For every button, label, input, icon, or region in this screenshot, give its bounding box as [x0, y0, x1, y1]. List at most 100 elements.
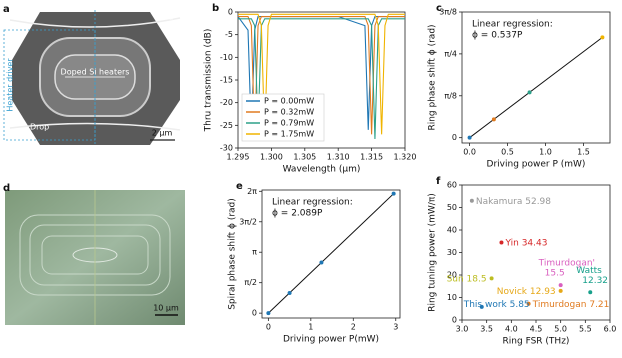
x-tick-label: 0.0: [463, 148, 476, 157]
line-series: [238, 13, 405, 139]
y-tick-label: 0: [228, 8, 233, 17]
annotation: ϕ = 0.537P: [472, 31, 523, 41]
panel-label: f: [436, 176, 441, 187]
y-axis-label: Ring tuning power (mW/π): [428, 193, 438, 312]
y-tick-label: -30: [220, 144, 233, 153]
y-tick-label: -20: [220, 98, 233, 107]
point-label: This work 5.85: [463, 299, 530, 309]
label-value: 52.98: [522, 196, 551, 206]
point-value: 12.32: [582, 276, 608, 286]
panel-label: b: [212, 3, 219, 14]
point: [479, 304, 484, 309]
point: [287, 290, 292, 295]
annotation: Linear regression:: [472, 20, 553, 30]
annotation: Heater driver: [6, 58, 15, 112]
panel-label: a: [3, 4, 10, 15]
label-name: Novick: [497, 286, 528, 296]
y-tick-label: -25: [220, 121, 233, 130]
y-tick-label: -10: [220, 53, 233, 62]
x-tick-label: 4.5: [530, 325, 543, 334]
point-label: Timurdogan 7.21: [532, 299, 610, 309]
y-tick-label: 60: [447, 181, 457, 190]
x-tick-label: 1.315: [360, 153, 383, 162]
panel-label: e: [236, 181, 243, 192]
x-tick-label: 1.305: [293, 153, 316, 162]
point-label: Yin 34.43: [504, 238, 547, 248]
x-tick-label: 3.5: [480, 325, 493, 334]
label-value: 7.21: [586, 299, 609, 309]
x-axis-label: Driving power P(mW): [283, 335, 379, 345]
annotation: ϕ = 2.089P: [272, 209, 323, 219]
point: [319, 260, 324, 265]
x-tick-label: 5.0: [554, 325, 567, 334]
y-tick-label: 3π/2: [239, 217, 257, 226]
x-tick-label: 5.5: [579, 325, 592, 334]
x-tick-label: 1.320: [394, 153, 417, 162]
x-tick-label: 4.0: [505, 325, 518, 334]
x-tick-label: 6.0: [604, 325, 617, 334]
scale-bar-label: 2 μm: [152, 129, 173, 138]
x-tick-label: 3: [393, 323, 398, 332]
point: [588, 290, 593, 295]
x-tick-label: 1.0: [539, 148, 552, 157]
point-label: Watts: [576, 266, 602, 276]
x-tick-label: 1.300: [260, 153, 283, 162]
x-tick-label: 1.295: [227, 153, 250, 162]
point: [558, 288, 563, 293]
line-series: [238, 18, 405, 139]
label-value: 18.5: [464, 274, 487, 284]
y-tick-label: 0: [452, 133, 457, 142]
point-label: Novick 12.93: [497, 286, 556, 296]
scale-bar-label: 10 μm: [153, 304, 179, 313]
y-tick-label: 30: [447, 248, 457, 257]
sem-image: [3, 5, 185, 150]
y-tick-label: 40: [447, 226, 457, 235]
point: [469, 198, 474, 203]
point: [526, 301, 531, 306]
point: [491, 117, 496, 122]
x-tick-label: 1.310: [327, 153, 350, 162]
label-value: 12.93: [527, 286, 556, 296]
y-axis-label: Thru transmission (dB): [204, 29, 214, 133]
y-tick-label: -5: [225, 30, 233, 39]
plot-frame: [261, 189, 401, 319]
annotation: Drop: [30, 123, 49, 132]
y-tick-label: π/4: [444, 49, 457, 58]
y-tick-label: π: [252, 248, 257, 257]
y-tick-label: -15: [220, 76, 233, 85]
panel-label: c: [436, 3, 442, 14]
point-label: Sun 18.5: [447, 274, 487, 284]
y-axis-label: Spiral phase shift ϕ (rad): [228, 198, 238, 310]
y-tick-label: 20: [447, 271, 457, 280]
x-tick-label: 0.5: [501, 148, 514, 157]
x-tick-label: 2: [351, 323, 356, 332]
point: [600, 35, 605, 40]
y-tick-label: π/8: [444, 91, 457, 100]
x-axis-label: Ring FSR (THz): [503, 337, 570, 347]
x-axis-label: Driving power P (mW): [487, 160, 586, 170]
point-value: 15.5: [545, 269, 565, 279]
legend-label: P = 0.79mW: [264, 119, 314, 128]
legend-label: P = 1.75mW: [264, 130, 314, 139]
annotation: Doped Si heaters: [61, 68, 130, 77]
point: [467, 135, 472, 140]
label-name: Timurdogan: [532, 299, 587, 309]
label-name: Nakamura: [476, 196, 523, 206]
annotation: Thru: [154, 13, 173, 22]
panel-label: d: [3, 183, 10, 194]
label-name: This work: [463, 299, 508, 309]
point: [558, 283, 563, 288]
plot-frame: [461, 11, 611, 144]
point: [266, 311, 271, 316]
x-tick-label: 1.5: [577, 148, 590, 157]
y-tick-label: 0: [252, 309, 257, 318]
point-label: Nakamura 52.98: [476, 196, 551, 206]
annotation: Linear regression:: [272, 198, 353, 208]
microscope-image: [5, 190, 185, 325]
label-value: 5.85: [507, 299, 530, 309]
label-name: Sun: [447, 274, 464, 284]
y-tick-label: 50: [447, 203, 457, 212]
y-tick-label: 3π/8: [439, 8, 457, 17]
x-tick-label: 3.0: [456, 325, 469, 334]
y-tick-label: π/2: [244, 278, 257, 287]
